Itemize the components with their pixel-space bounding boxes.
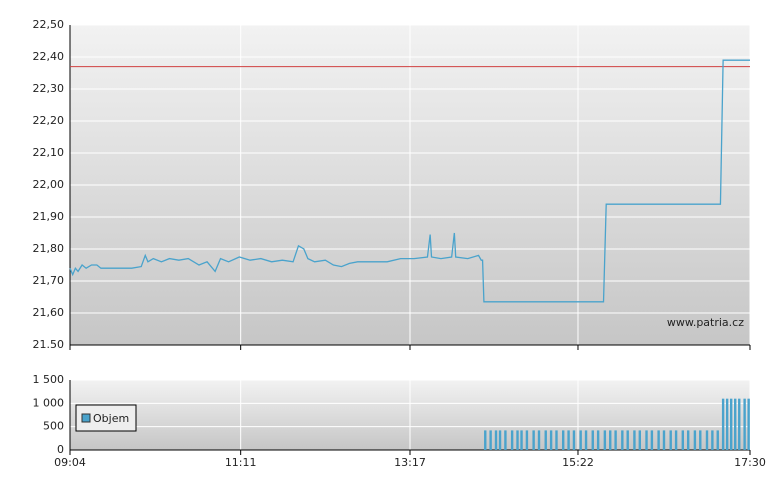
volume-bar	[734, 398, 737, 450]
volume-bar	[609, 430, 612, 450]
y-tick-label: 21,70	[33, 274, 65, 287]
y-tick-label: 0	[57, 443, 64, 456]
volume-bar	[645, 430, 648, 450]
y-tick-label: 1 000	[33, 396, 65, 409]
price-line	[69, 59, 750, 303]
volume-bar	[614, 430, 617, 450]
volume-bar	[498, 430, 502, 450]
legend-swatch	[81, 413, 91, 423]
volume-bar	[516, 430, 519, 450]
volume-bar	[591, 430, 594, 450]
volume-bar	[633, 430, 636, 450]
volume-bar	[520, 430, 523, 450]
volume-bar	[572, 430, 576, 450]
volume-bar	[650, 430, 654, 450]
y-tick-label: 22,00	[33, 178, 65, 191]
volume-bar	[596, 430, 600, 450]
volume-bar	[725, 398, 729, 450]
y-tick-label: 22,40	[33, 50, 65, 63]
volume-bar	[510, 430, 514, 450]
volume-bar	[711, 430, 714, 450]
volume-bar	[484, 430, 487, 450]
y-tick-label: 21,80	[33, 242, 65, 255]
volume-bar	[537, 430, 541, 450]
volume-bar	[489, 430, 492, 450]
volume-bar	[693, 430, 697, 450]
x-tick-label: 11:11	[225, 456, 257, 469]
y-tick-label: 21,60	[33, 306, 65, 319]
y-tick-label: 500	[43, 420, 64, 433]
volume-bar	[674, 430, 678, 450]
volume-bar	[603, 430, 607, 450]
volume-bar	[721, 398, 725, 450]
volume-bar	[494, 430, 498, 450]
volume-bar	[699, 430, 702, 450]
volume-bar	[669, 430, 672, 450]
volume-bar	[504, 430, 507, 450]
volume-bar	[549, 430, 553, 450]
y-tick-label: 21,90	[33, 210, 65, 223]
x-tick-label: 15:22	[562, 456, 594, 469]
volume-bar	[743, 398, 746, 450]
x-tick-label: 17:30	[734, 456, 766, 469]
y-tick-label: 22,20	[33, 114, 65, 127]
volume-bar	[562, 430, 565, 450]
volume-bar	[544, 430, 547, 450]
volume-bar	[567, 430, 570, 450]
y-tick-label: 1 500	[33, 373, 65, 386]
watermark: www.patria.cz	[667, 316, 744, 329]
volume-bar	[686, 430, 690, 450]
volume-bar	[716, 430, 719, 450]
volume-bar	[621, 430, 624, 450]
volume-bar	[638, 430, 642, 450]
volume-bar	[729, 398, 733, 450]
x-tick-label: 13:17	[394, 456, 426, 469]
volume-bar	[532, 430, 535, 450]
y-tick-label: 22,10	[33, 146, 65, 159]
legend-label: Objem	[93, 412, 129, 425]
volume-bar	[662, 430, 666, 450]
volume-bar	[747, 398, 750, 450]
y-tick-label: 22,50	[33, 18, 65, 31]
volume-bar	[584, 430, 588, 450]
volume-bar	[657, 430, 660, 450]
volume-bar	[579, 430, 582, 450]
x-tick-label: 09:04	[54, 456, 86, 469]
volume-bar	[738, 398, 741, 450]
volume-bar	[705, 430, 709, 450]
y-tick-label: 21.50	[33, 338, 65, 351]
y-tick-label: 22,30	[33, 82, 65, 95]
volume-bar	[681, 430, 685, 450]
volume-bar	[555, 430, 558, 450]
volume-bar	[525, 430, 529, 450]
volume-bar	[626, 430, 629, 450]
